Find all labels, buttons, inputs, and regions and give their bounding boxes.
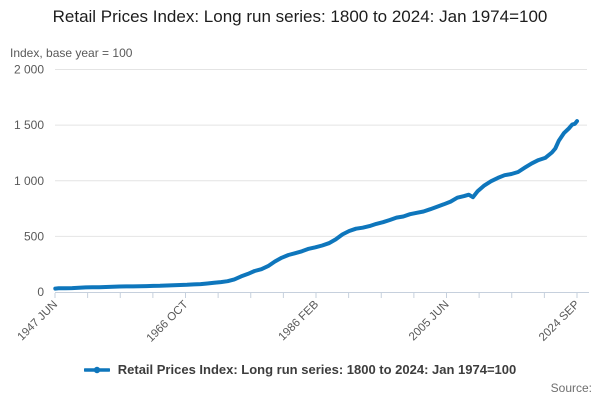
chart-plot-area[interactable]: 0 500 1 000 1 500 2 000 1947 JUN 1966 OCT 1986 … [0,0,600,363]
y-tick-label-1500: 1 500 [14,118,44,132]
legend-series-label: Retail Prices Index: Long run series: 18… [117,362,517,377]
y-tick-label-0: 0 [37,285,44,299]
y-axis-unit-label: Index, base year = 100 [10,46,133,60]
legend-line-marker-icon [83,366,110,373]
x-tick-label-1947-jun: 1947 JUN [15,299,60,344]
x-tick-label-1966-oct: 1966 OCT [145,299,191,345]
x-tick-label-1986-feb: 1986 FEB [276,298,321,343]
legend-item-rpi[interactable]: Retail Prices Index: Long run series: 18… [0,362,600,377]
chart-title: Retail Prices Index: Long run series: 18… [52,7,548,26]
series-line-rpi[interactable] [53,119,579,291]
rpi-line-chart[interactable]: 0 500 1 000 1 500 2 000 1947 JUN 1966 OCT 1986 … [0,0,600,358]
x-tick-label-2024-sep: 2024 SEP [537,298,582,343]
y-tick-label-1000: 1 000 [14,174,44,188]
y-tick-label-500: 500 [24,229,44,243]
y-tick-label-2000: 2 000 [14,63,44,77]
x-tick-label-2005-jun: 2005 JUN [407,299,452,344]
source-label: Source: [550,381,592,395]
